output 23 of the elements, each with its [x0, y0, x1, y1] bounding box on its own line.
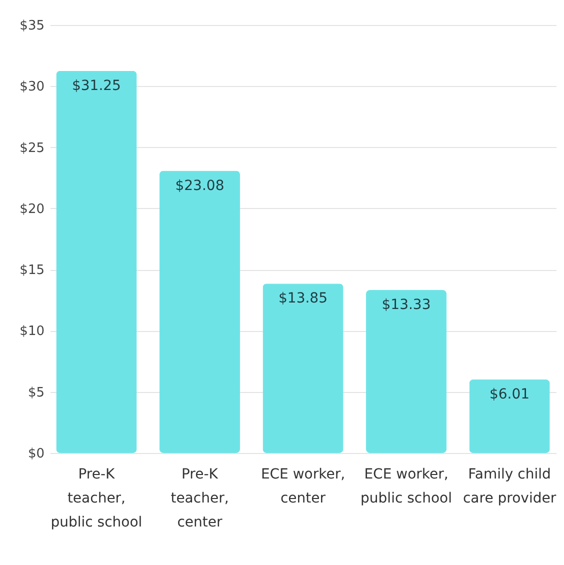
bar: [159, 170, 240, 453]
data-label: $6.01: [489, 386, 530, 403]
bar: [366, 290, 447, 453]
data-label: $31.25: [72, 78, 121, 94]
data-label: $23.08: [175, 178, 224, 194]
x-tick-label: ECE worker, public school: [360, 466, 452, 506]
bar: [262, 284, 344, 453]
y-tick-label: $0: [28, 446, 44, 462]
data-label: $13.85: [278, 290, 328, 307]
y-tick-label: $10: [20, 324, 44, 340]
bar: [56, 70, 137, 453]
x-tick-label: ECE worker, center: [260, 466, 346, 506]
y-tick-label: $20: [20, 202, 44, 217]
data-label: $13.33: [382, 296, 431, 313]
x-tick-label: Family child care provider: [462, 466, 556, 506]
y-tick-label: $35: [20, 18, 44, 34]
x-tick-label: Pre-K teacher, center: [170, 466, 229, 530]
y-tick-label: $15: [20, 263, 44, 278]
y-tick-label: $25: [20, 140, 44, 156]
y-tick-label: $5: [28, 385, 44, 400]
y-tick-label: $30: [20, 80, 44, 95]
bar: [469, 380, 550, 453]
x-tick-label: Pre-K teacher, public school: [50, 466, 142, 530]
